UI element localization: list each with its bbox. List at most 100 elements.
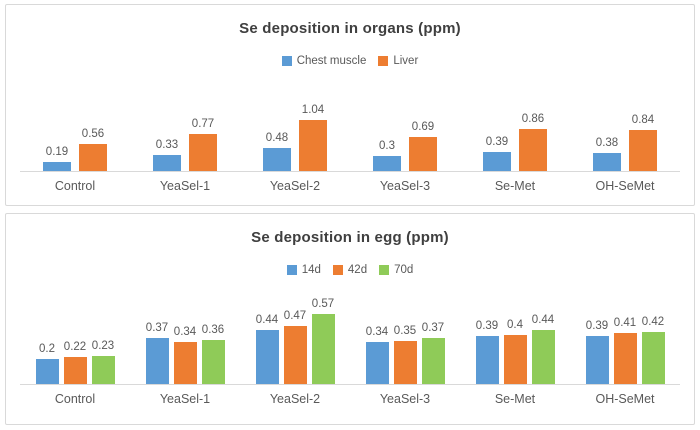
value-label: 0.48 bbox=[265, 131, 289, 144]
bar-cluster: 0.48 1.04 bbox=[263, 99, 327, 171]
bar-cluster: 0.3 0.69 bbox=[373, 99, 437, 171]
bar-cluster: 0.39 0.4 0.44 bbox=[475, 286, 555, 384]
legend-label: Chest muscle bbox=[296, 54, 367, 67]
bar bbox=[629, 130, 657, 171]
value-label: 0.34 bbox=[365, 325, 389, 338]
bar bbox=[255, 329, 279, 384]
bar-group: 0.37 0.34 0.36 bbox=[130, 286, 240, 384]
value-label: 0.39 bbox=[485, 136, 509, 148]
bar-column: 0.48 bbox=[263, 99, 291, 171]
bar bbox=[373, 156, 401, 171]
category-label: Se-Met bbox=[494, 179, 536, 193]
value-label: 0.69 bbox=[411, 121, 435, 134]
value-label: 0.47 bbox=[283, 309, 307, 322]
bar bbox=[263, 147, 291, 171]
legend-item: 14d bbox=[286, 263, 321, 276]
bar-cluster: 0.39 0.41 0.42 bbox=[585, 286, 665, 384]
category-label: YeaSel-3 bbox=[379, 179, 431, 193]
bar bbox=[153, 154, 181, 171]
bar-column: 0.36 bbox=[201, 286, 225, 384]
bar-group: 0.2 0.22 0.23 bbox=[20, 286, 130, 384]
legend-swatch bbox=[378, 55, 389, 66]
bar-column: 0.84 bbox=[629, 99, 657, 171]
value-label: 0.22 bbox=[63, 340, 87, 353]
bar-cluster: 0.37 0.34 0.36 bbox=[145, 286, 225, 384]
bar-cluster: 0.39 0.86 bbox=[483, 99, 547, 171]
legend: Chest muscle Liver bbox=[6, 54, 694, 67]
bar-group: 0.19 0.56 bbox=[20, 99, 130, 171]
legend: 14d 42d 70d bbox=[6, 263, 694, 276]
plot-area: 0.2 0.22 0.23 0.37 0.34 0.36 0.44 0.47 0.57 0.34 0… bbox=[20, 286, 680, 385]
bar-column: 0.38 bbox=[593, 99, 621, 171]
bar bbox=[519, 129, 547, 171]
category-axis: Control YeaSel-1 YeaSel-2 YeaSel-3 Se-Met OH-… bbox=[20, 172, 680, 193]
bar-column: 1.04 bbox=[299, 99, 327, 171]
legend-swatch bbox=[286, 264, 297, 275]
value-label: 0.44 bbox=[531, 313, 555, 326]
bar bbox=[409, 137, 437, 171]
bar-group: 0.48 1.04 bbox=[240, 99, 350, 171]
bar-column: 0.44 bbox=[531, 286, 555, 384]
bar-cluster: 0.44 0.47 0.57 bbox=[255, 286, 335, 384]
legend-item: Chest muscle bbox=[281, 54, 367, 67]
value-label: 0.3 bbox=[379, 140, 395, 153]
bar-column: 0.47 bbox=[283, 286, 307, 384]
bar-column: 0.86 bbox=[519, 99, 547, 171]
value-label: 0.23 bbox=[91, 339, 115, 352]
bar-column: 0.69 bbox=[409, 99, 437, 171]
value-label: 0.41 bbox=[613, 317, 637, 330]
bar-group: 0.39 0.86 bbox=[460, 99, 570, 171]
egg-chart-panel: Se deposition in egg (ppm) 14d 42d 70d 0.2… bbox=[5, 213, 695, 425]
bar-column: 0.57 bbox=[311, 286, 335, 384]
bar-group: 0.38 0.84 bbox=[570, 99, 680, 171]
bar-group: 0.3 0.69 bbox=[350, 99, 460, 171]
bar-column: 0.56 bbox=[79, 99, 107, 171]
bar-column: 0.4 bbox=[503, 286, 527, 384]
bar-column: 0.35 bbox=[393, 286, 417, 384]
bar-cluster: 0.38 0.84 bbox=[593, 99, 657, 171]
bar bbox=[63, 356, 87, 384]
chart-title: Se deposition in egg (ppm) bbox=[251, 229, 449, 246]
bar-column: 0.39 bbox=[483, 99, 511, 171]
bar bbox=[283, 325, 307, 384]
category-label: OH-SeMet bbox=[595, 179, 655, 193]
value-label: 0.57 bbox=[311, 297, 335, 310]
category-label: OH-SeMet bbox=[595, 392, 655, 406]
bar bbox=[475, 335, 499, 384]
bar-group: 0.39 0.4 0.44 bbox=[460, 286, 570, 384]
bar bbox=[145, 338, 169, 384]
value-label: 0.19 bbox=[45, 145, 69, 158]
bar-column: 0.22 bbox=[63, 286, 87, 384]
bar bbox=[531, 329, 555, 384]
value-label: 0.44 bbox=[255, 313, 279, 326]
bar bbox=[393, 340, 417, 384]
value-label: 0.42 bbox=[641, 316, 665, 328]
bar-column: 0.2 bbox=[35, 286, 59, 384]
value-label: 0.33 bbox=[155, 138, 179, 151]
legend-label: 14d bbox=[301, 263, 321, 276]
bar bbox=[173, 341, 197, 384]
chart-title: Se deposition in organs (ppm) bbox=[239, 20, 461, 37]
bar-cluster: 0.19 0.56 bbox=[43, 99, 107, 171]
bar-group: 0.44 0.47 0.57 bbox=[240, 286, 350, 384]
bar bbox=[613, 333, 637, 384]
value-label: 0.34 bbox=[173, 325, 197, 338]
category-axis: Control YeaSel-1 YeaSel-2 YeaSel-3 Se-Met OH-… bbox=[20, 385, 680, 406]
category-label: Control bbox=[54, 179, 96, 193]
organs-chart-panel: Se deposition in organs (ppm) Chest musc… bbox=[5, 4, 695, 206]
bar bbox=[35, 359, 59, 384]
bar-column: 0.77 bbox=[189, 99, 217, 171]
bar bbox=[365, 341, 389, 384]
bar bbox=[503, 334, 527, 384]
value-label: 0.4 bbox=[507, 318, 523, 331]
bar-group: 0.33 0.77 bbox=[130, 99, 240, 171]
bar-cluster: 0.34 0.35 0.37 bbox=[365, 286, 445, 384]
bar bbox=[201, 339, 225, 384]
plot-area: 0.19 0.56 0.33 0.77 0.48 1.04 0.3 0.69 0.39 0.86 0… bbox=[20, 99, 680, 172]
category-label: YeaSel-2 bbox=[269, 392, 321, 406]
bar bbox=[79, 143, 107, 171]
bar-group: 0.34 0.35 0.37 bbox=[350, 286, 460, 384]
bar-cluster: 0.33 0.77 bbox=[153, 99, 217, 171]
value-label: 0.35 bbox=[393, 324, 417, 337]
